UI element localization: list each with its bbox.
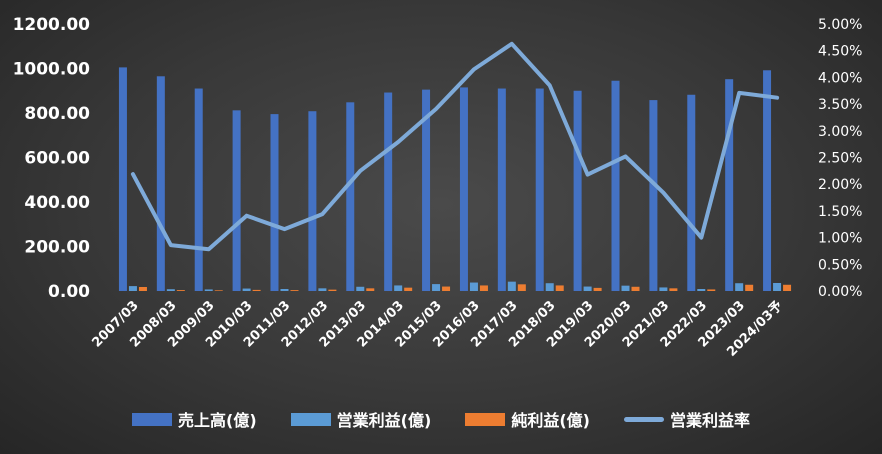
bar-0-7 bbox=[384, 92, 393, 291]
bar-0-16 bbox=[725, 79, 734, 292]
y-right-tick-label: 4.00% bbox=[818, 70, 862, 86]
legend-label: 純利益(億) bbox=[511, 411, 590, 430]
bar-0-5 bbox=[308, 111, 317, 291]
bar-0-1 bbox=[156, 76, 165, 291]
x-axis: 2007/032008/032009/032010/032011/032012/… bbox=[89, 298, 785, 360]
bar-0-15 bbox=[687, 94, 696, 291]
legend-item: 売上高(億) bbox=[132, 407, 257, 431]
bar-1-7 bbox=[394, 285, 403, 291]
bar-2-11 bbox=[555, 285, 564, 291]
legend: 売上高(億) 営業利益(億) 純利益(億) 営業利益率 bbox=[0, 404, 882, 434]
legend-label: 営業利益率 bbox=[669, 411, 750, 430]
bar-0-14 bbox=[649, 100, 658, 291]
bar-2-6 bbox=[366, 288, 375, 291]
line-series-3 bbox=[130, 41, 780, 252]
bar-1-14 bbox=[659, 287, 668, 291]
legend-label: 売上高(億) bbox=[178, 411, 257, 430]
y-left-tick-label: 200.00 bbox=[24, 238, 90, 258]
y-left-tick-label: 0.00 bbox=[48, 282, 90, 302]
bar-2-2 bbox=[214, 290, 223, 291]
bar-1-2 bbox=[204, 289, 213, 291]
legend-swatch bbox=[290, 412, 331, 426]
bar-1-12 bbox=[583, 286, 592, 291]
bar-1-6 bbox=[356, 286, 365, 291]
y-axis-left: 0.00 200.00 400.00 600.00 800.00 1000.00 1200.… bbox=[13, 15, 91, 302]
bar-series-group bbox=[118, 67, 792, 292]
y-right-tick-label: 2.00% bbox=[818, 177, 862, 193]
y-right-tick-label: 0.50% bbox=[818, 257, 862, 273]
bar-2-16 bbox=[745, 284, 754, 291]
bar-2-1 bbox=[176, 290, 185, 291]
line-series-group bbox=[130, 41, 780, 252]
bar-2-0 bbox=[138, 286, 147, 291]
bar-1-1 bbox=[166, 289, 175, 291]
bar-0-4 bbox=[270, 114, 279, 291]
legend-item: 営業利益率 bbox=[623, 407, 750, 431]
bar-2-8 bbox=[442, 286, 451, 291]
bar-2-15 bbox=[707, 289, 716, 291]
legend-label: 営業利益(億) bbox=[336, 411, 432, 430]
y-right-tick-label: 2.50% bbox=[818, 151, 862, 167]
y-right-tick-label: 4.50% bbox=[818, 44, 862, 60]
combo-chart: 0.00 200.00 400.00 600.00 800.00 1000.00 1200.… bbox=[13, 15, 862, 360]
bar-2-9 bbox=[479, 285, 488, 291]
bar-0-12 bbox=[573, 90, 582, 291]
bar-0-2 bbox=[194, 88, 203, 292]
bar-1-3 bbox=[242, 288, 251, 291]
bar-1-17 bbox=[773, 282, 782, 291]
bar-1-9 bbox=[469, 282, 478, 291]
bar-0-17 bbox=[763, 70, 772, 291]
bar-2-4 bbox=[290, 290, 299, 291]
bar-2-17 bbox=[783, 284, 792, 291]
legend-item: 営業利益(億) bbox=[290, 407, 432, 431]
bar-0-11 bbox=[535, 88, 544, 292]
bar-0-8 bbox=[422, 89, 431, 291]
bar-1-13 bbox=[621, 285, 630, 291]
y-right-tick-label: 1.00% bbox=[818, 231, 862, 247]
y-left-tick-label: 600.00 bbox=[24, 149, 90, 169]
bar-1-10 bbox=[507, 281, 516, 291]
bar-0-3 bbox=[232, 110, 241, 291]
y-left-tick-label: 800.00 bbox=[24, 104, 90, 124]
y-right-tick-label: 5.00% bbox=[818, 17, 862, 33]
legend-line-marker bbox=[623, 416, 664, 422]
bar-2-5 bbox=[328, 289, 337, 291]
bar-0-10 bbox=[497, 88, 506, 292]
bar-1-16 bbox=[735, 283, 744, 291]
bar-0-9 bbox=[459, 87, 468, 291]
bar-1-5 bbox=[318, 288, 327, 291]
y-left-tick-label: 400.00 bbox=[24, 193, 90, 213]
y-right-tick-label: 3.50% bbox=[818, 97, 862, 113]
bar-2-7 bbox=[404, 287, 413, 291]
bar-2-10 bbox=[517, 284, 526, 291]
y-right-tick-label: 0.00% bbox=[818, 284, 862, 300]
bar-2-3 bbox=[252, 289, 261, 291]
bar-2-13 bbox=[631, 286, 640, 291]
y-left-tick-label: 1200.00 bbox=[13, 15, 91, 35]
bar-2-14 bbox=[669, 288, 678, 291]
legend-swatch bbox=[132, 412, 173, 426]
bar-0-13 bbox=[611, 80, 620, 291]
bar-1-4 bbox=[280, 288, 289, 291]
y-right-tick-label: 3.00% bbox=[818, 124, 862, 140]
bar-1-0 bbox=[128, 286, 137, 291]
bar-0-6 bbox=[346, 102, 355, 291]
y-left-tick-label: 1000.00 bbox=[13, 60, 91, 80]
bar-1-8 bbox=[432, 284, 441, 291]
legend-swatch bbox=[465, 412, 506, 426]
y-axis-right: 0.00% 0.50% 1.00% 1.50% 2.00% 2.50% 3.00% 3.50%… bbox=[818, 17, 862, 300]
bar-1-15 bbox=[697, 288, 706, 291]
bar-0-0 bbox=[118, 67, 127, 291]
bar-1-11 bbox=[545, 283, 554, 291]
y-right-tick-label: 1.50% bbox=[818, 204, 862, 220]
legend-item: 純利益(億) bbox=[465, 407, 590, 431]
bar-2-12 bbox=[593, 287, 602, 291]
